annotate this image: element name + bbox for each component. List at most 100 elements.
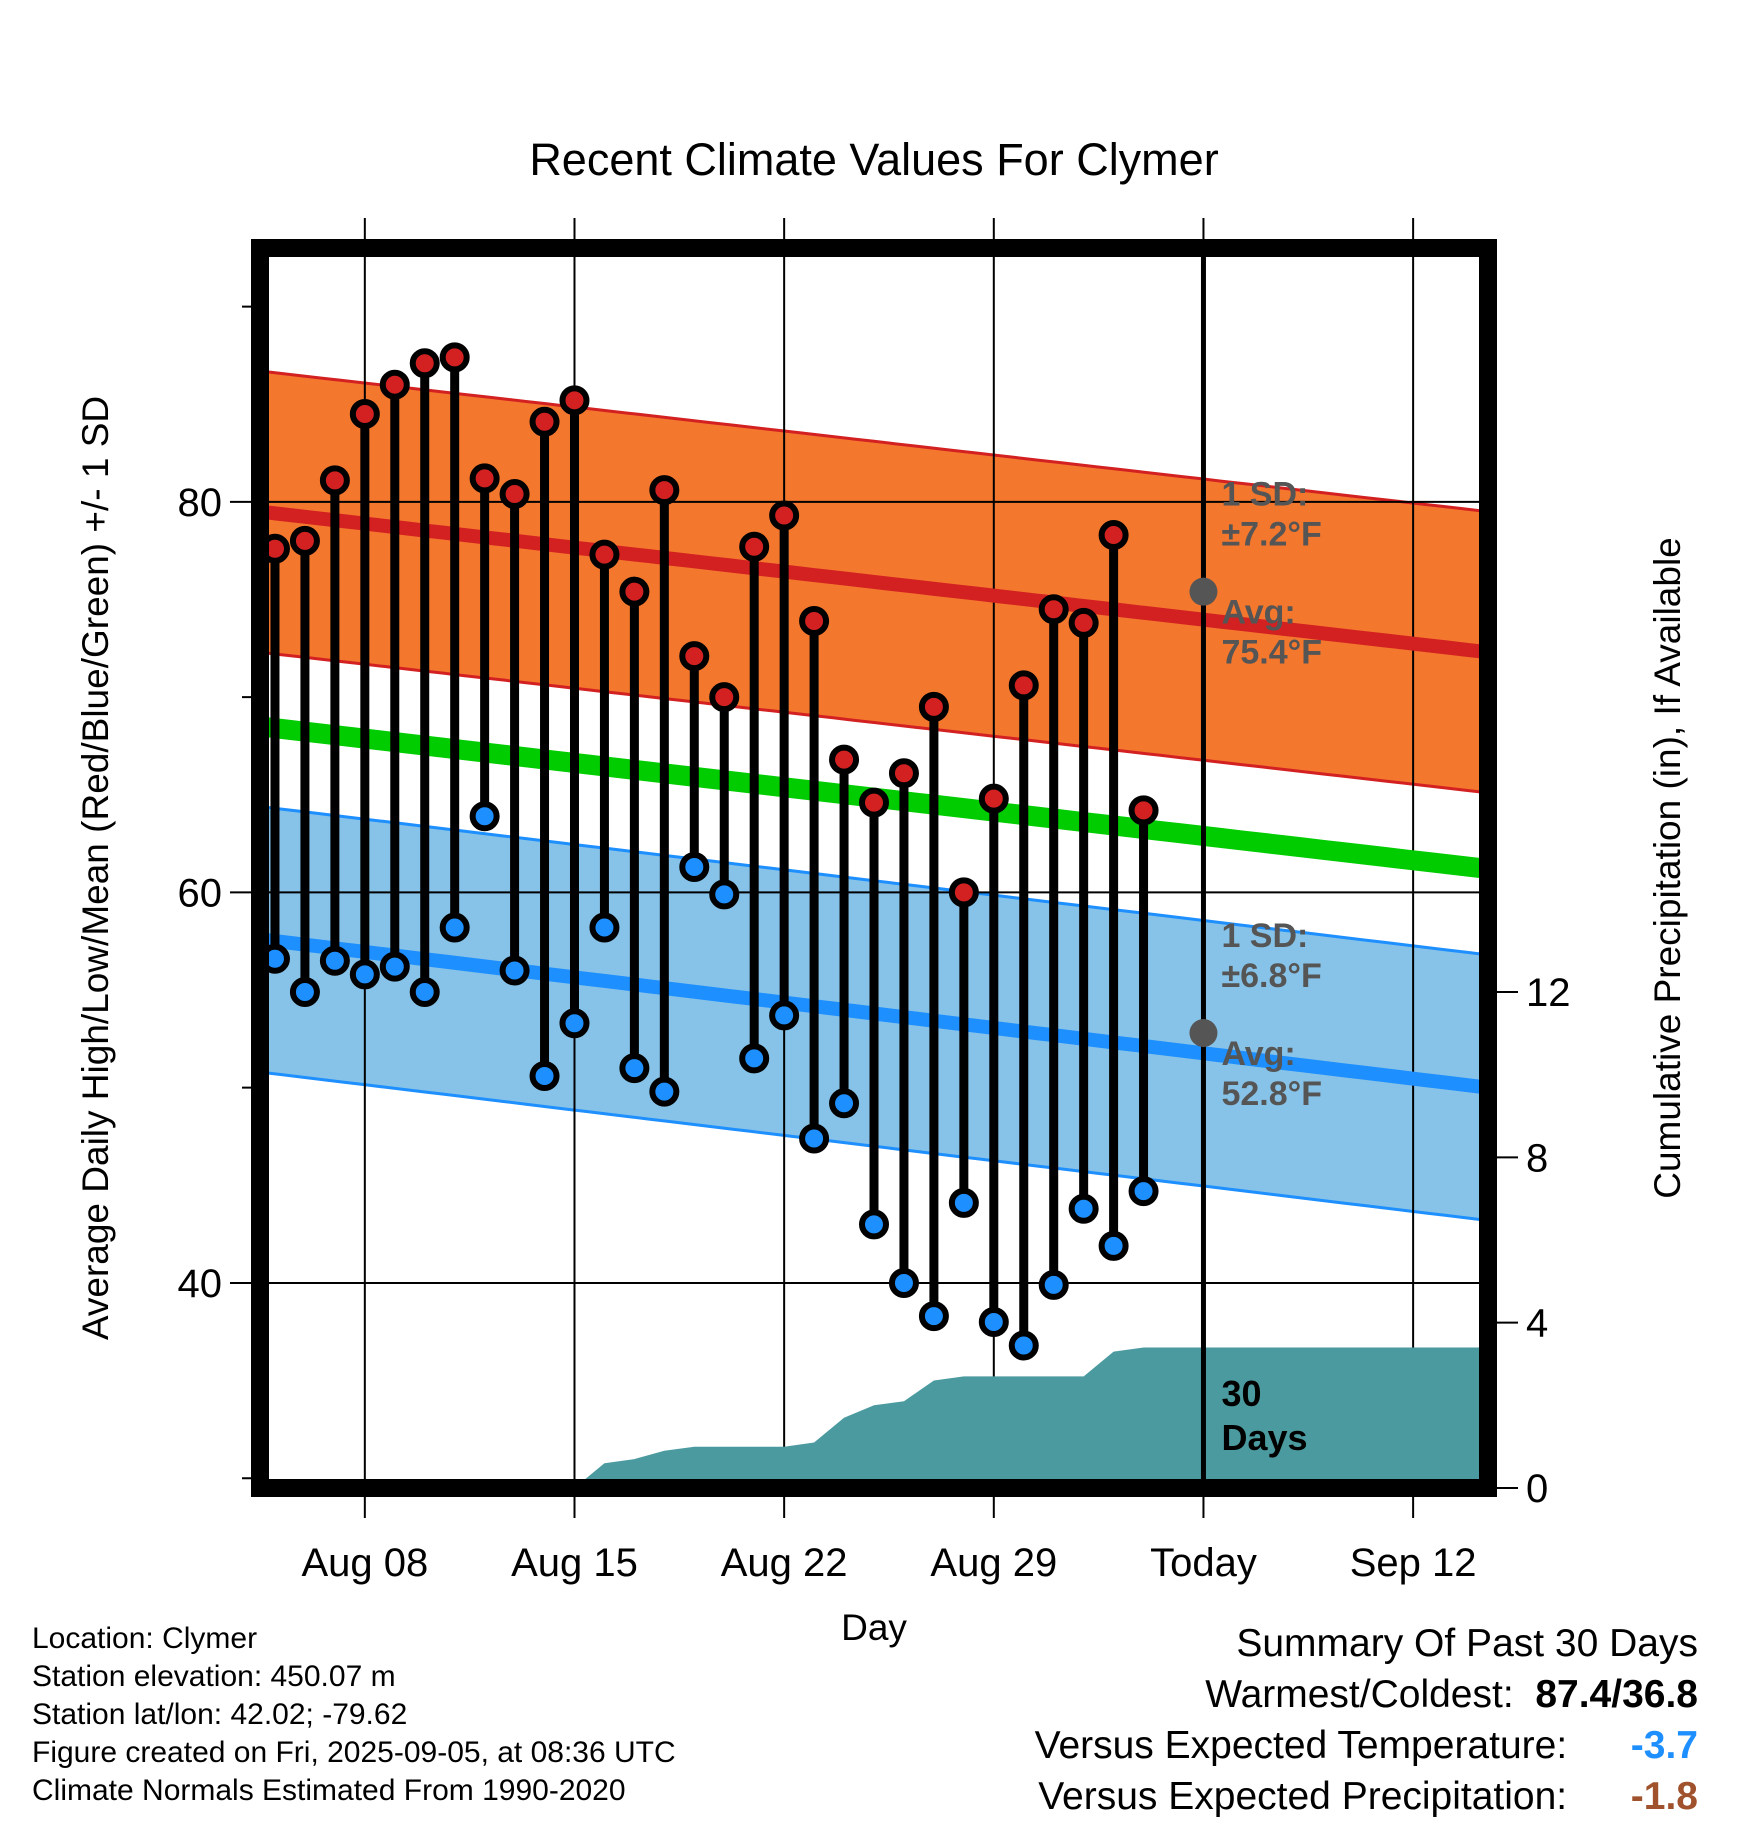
high-point-day-21	[859, 787, 889, 818]
x-axis-title: Day	[841, 1607, 907, 1648]
station-info: Location: Clymer Station elevation: 450.…	[32, 1620, 676, 1810]
x-tick-label-4: Aug 08	[301, 1541, 428, 1585]
low-sd-value: ±6.8°F	[1221, 957, 1321, 995]
low-point-day-9	[499, 955, 530, 986]
high-point-day-18	[769, 500, 800, 531]
low-point-day-4	[349, 959, 380, 990]
warmest-coldest-row: Warmest/Coldest: 87.4/36.8	[1035, 1669, 1698, 1720]
low-point-day-12	[589, 912, 620, 943]
y2-tick-label-4: 4	[1526, 1302, 1548, 1346]
y2-tick-label-12: 12	[1526, 971, 1571, 1015]
high-point-day-19	[799, 605, 830, 636]
y2-axis-title: Cumulative Precipitation (in), If Availa…	[1647, 537, 1688, 1199]
low-avg-value: 52.8°F	[1221, 1075, 1322, 1113]
high-point-day-27	[1038, 594, 1069, 625]
high-point-day-15	[679, 641, 710, 672]
expected-temp-value: -3.7	[1630, 1724, 1698, 1767]
expected-precip-label: Versus Expected Precipitation:	[1038, 1775, 1568, 1818]
expected-temp-row: Versus Expected Temperature: -3.7	[1035, 1720, 1698, 1771]
x-tick-label-18: Aug 22	[721, 1541, 848, 1585]
high-point-day-6	[409, 348, 440, 379]
high-point-day-25	[978, 783, 1009, 814]
high-point-day-2	[289, 525, 320, 556]
high-point-day-8	[469, 463, 500, 494]
normal-high-line	[260, 504, 1488, 660]
warmest-coldest-value: 87.4/36.8	[1535, 1673, 1698, 1716]
low-point-day-6	[409, 977, 440, 1007]
high-point-day-11	[559, 385, 590, 416]
low-point-day-23	[918, 1301, 949, 1332]
high-point-day-23	[918, 691, 949, 722]
low-point-day-14	[649, 1076, 680, 1107]
summary-title: Summary Of Past 30 Days	[1236, 1622, 1698, 1665]
low-point-day-25	[978, 1307, 1009, 1338]
high-point-day-13	[619, 576, 650, 607]
high-point-day-14	[649, 475, 680, 506]
high-point-day-28	[1068, 607, 1099, 638]
high-point-day-7	[439, 342, 470, 373]
high-point-day-30	[1128, 795, 1159, 826]
high-point-day-10	[529, 406, 560, 437]
low-point-day-28	[1068, 1193, 1099, 1224]
x-tick-label-32: Today	[1150, 1541, 1257, 1585]
low-point-day-3	[319, 945, 350, 976]
low-point-day-16	[709, 879, 740, 910]
low-point-day-27	[1038, 1269, 1069, 1300]
low-point-day-10	[529, 1060, 560, 1091]
y-tick-label-40: 40	[178, 1262, 223, 1306]
expected-precip-row: Versus Expected Precipitation: -1.8	[1035, 1771, 1698, 1822]
today-high-avg-marker	[1189, 577, 1218, 606]
low-point-day-17	[739, 1043, 770, 1074]
high-point-day-29	[1098, 520, 1129, 551]
low-sd-label: 1 SD:	[1221, 917, 1308, 955]
plot-frame	[251, 239, 1497, 1497]
high-point-day-26	[1008, 670, 1039, 701]
low-point-day-30	[1128, 1176, 1159, 1207]
y2-tick-label-0: 0	[1526, 1467, 1548, 1511]
normals-text: Climate Normals Estimated From 1990-2020	[32, 1774, 626, 1807]
low-point-day-26	[1008, 1330, 1039, 1361]
low-point-day-29	[1098, 1230, 1129, 1261]
elevation-text: Station elevation: 450.07 m	[32, 1660, 396, 1693]
low-point-day-15	[679, 852, 710, 883]
precip-area	[574, 1347, 1488, 1488]
high-point-day-12	[589, 539, 620, 570]
low-point-day-18	[769, 1000, 800, 1031]
y-tick-label-60: 60	[178, 871, 223, 915]
x-tick-label-11: Aug 15	[511, 1541, 638, 1585]
x-tick-label-39: Sep 12	[1350, 1541, 1477, 1585]
low-point-day-20	[829, 1088, 860, 1119]
warmest-coldest-label: Warmest/Coldest:	[1205, 1673, 1514, 1716]
high-sd-label: 1 SD:	[1221, 476, 1308, 514]
high-point-day-20	[829, 744, 860, 775]
high-point-day-9	[499, 479, 530, 510]
low-point-day-2	[289, 977, 320, 1007]
low-avg-label: Avg:	[1221, 1035, 1295, 1073]
high-point-day-3	[319, 465, 350, 496]
latlon-text: Station lat/lon: 42.02; -79.62	[32, 1698, 408, 1731]
high-point-day-22	[888, 758, 919, 789]
high-avg-label: Avg:	[1221, 594, 1295, 632]
expected-precip-value: -1.8	[1630, 1775, 1698, 1818]
low-point-day-11	[559, 1008, 590, 1039]
low-point-day-21	[859, 1209, 889, 1240]
high-point-day-4	[349, 398, 380, 429]
low-point-day-19	[799, 1123, 830, 1154]
high-point-day-24	[948, 877, 979, 908]
summary-panel: Summary Of Past 30 Days Warmest/Coldest:…	[1035, 1618, 1698, 1822]
low-point-day-5	[379, 951, 410, 982]
low-point-day-24	[948, 1187, 979, 1218]
chart-title: Recent Climate Values For Clymer	[529, 134, 1218, 185]
high-sd-band-lower-edge	[260, 650, 1488, 795]
plot-content	[260, 248, 1488, 1488]
expected-temp-label: Versus Expected Temperature:	[1034, 1724, 1568, 1767]
high-sd-value: ±7.2°F	[1221, 516, 1321, 554]
y2-tick-label-8: 8	[1526, 1136, 1548, 1180]
low-point-day-7	[439, 912, 470, 943]
high-point-day-16	[709, 682, 740, 713]
y-tick-label-80: 80	[178, 481, 223, 525]
high-sd-band-upper-edge	[260, 369, 1488, 514]
high-point-day-17	[739, 531, 770, 562]
today-low-avg-marker	[1189, 1019, 1218, 1048]
